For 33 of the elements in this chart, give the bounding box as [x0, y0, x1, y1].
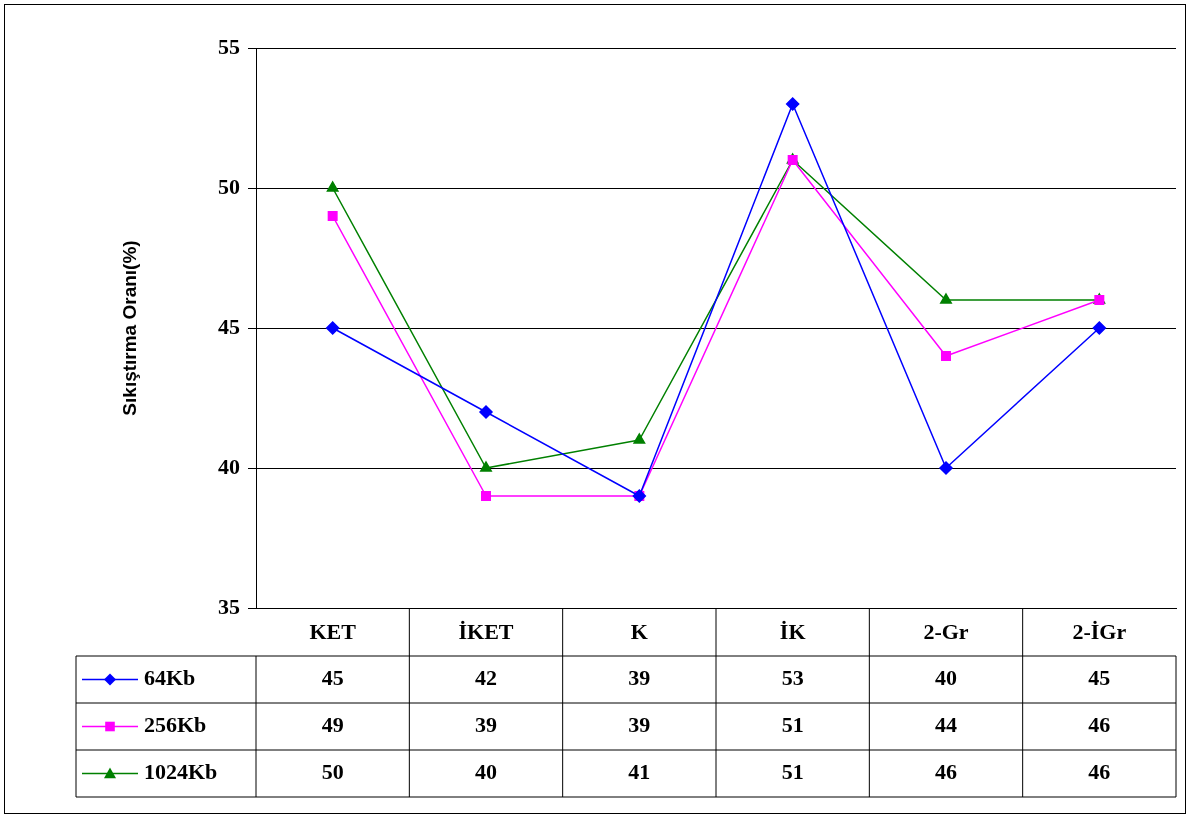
- x-tick-label: KET: [309, 618, 357, 644]
- data-label: 45: [1088, 665, 1111, 691]
- data-label: 46: [935, 759, 957, 785]
- x-tick-label: İK: [779, 618, 806, 644]
- data-label: 46: [1088, 712, 1111, 738]
- data-label: 40: [475, 759, 497, 785]
- x-tick-label: 2-İGr: [1072, 618, 1127, 644]
- data-label: 40: [935, 665, 957, 691]
- y-tick-label: 50: [218, 173, 240, 199]
- data-label: 42: [475, 665, 497, 691]
- y-tick-label: 55: [218, 33, 240, 59]
- x-tick-label: 2-Gr: [923, 618, 969, 644]
- data-label: 41: [628, 759, 651, 785]
- x-tick-label: İKET: [458, 618, 514, 644]
- y-tick-label: 40: [218, 453, 240, 479]
- y-tick-label: 45: [218, 313, 240, 339]
- y-tick-label: 35: [218, 593, 240, 619]
- legend-label: 64Kb: [144, 665, 196, 691]
- data-label: 51: [781, 759, 804, 785]
- data-label: 51: [781, 712, 804, 738]
- data-label: 53: [781, 665, 804, 691]
- y-axis-title: Sıkıştırma Oranı(%): [118, 240, 140, 416]
- legend-label: 1024Kb: [144, 759, 218, 785]
- x-tick-label: K: [630, 618, 648, 644]
- data-label: 45: [321, 665, 344, 691]
- data-label: 50: [321, 759, 344, 785]
- data-label: 39: [628, 712, 651, 738]
- data-label: 49: [321, 712, 344, 738]
- data-label: 46: [1088, 759, 1111, 785]
- data-label: 44: [935, 712, 957, 738]
- data-label: 39: [628, 665, 651, 691]
- data-label: 39: [475, 712, 497, 738]
- legend-label: 256Kb: [144, 712, 207, 738]
